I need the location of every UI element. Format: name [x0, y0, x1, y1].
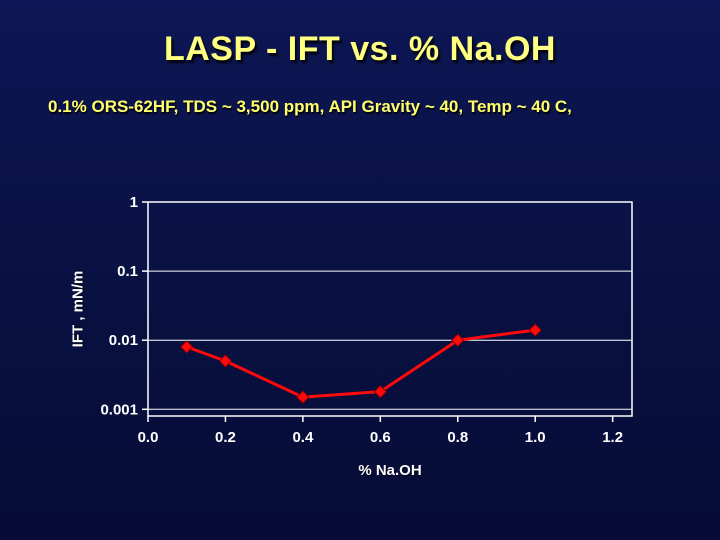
- x-tick-label: 0.8: [447, 429, 468, 446]
- data-point-marker: [373, 384, 388, 399]
- data-point-marker: [218, 354, 233, 368]
- x-tick-label: 0.6: [370, 429, 391, 446]
- data-point-marker: [180, 340, 194, 354]
- x-tick-label: 0.2: [215, 429, 236, 446]
- y-tick-label: 0.001: [100, 401, 138, 418]
- x-tick-label: 1.0: [525, 429, 546, 446]
- y-tick-label: 0.01: [109, 332, 138, 349]
- data-point-marker: [451, 333, 465, 347]
- x-axis-label: % Na.OH: [358, 462, 422, 479]
- data-point-marker: [296, 390, 310, 404]
- y-tick-label: 0.1: [117, 263, 138, 280]
- plot-border: [147, 201, 633, 417]
- data-point-marker: [528, 323, 542, 337]
- series-line: [186, 328, 536, 399]
- x-tick-label: 0.0: [138, 429, 159, 446]
- y-tick-label: 1: [130, 194, 138, 211]
- slide-title: LASP - IFT vs. % Na.OH: [163, 30, 556, 68]
- x-tick-label: 0.4: [292, 429, 314, 446]
- slide-subtitle: 0.1% ORS-62HF, TDS ~ 3,500 ppm, API Grav…: [48, 97, 572, 116]
- x-tick-label: 1.2: [602, 429, 623, 446]
